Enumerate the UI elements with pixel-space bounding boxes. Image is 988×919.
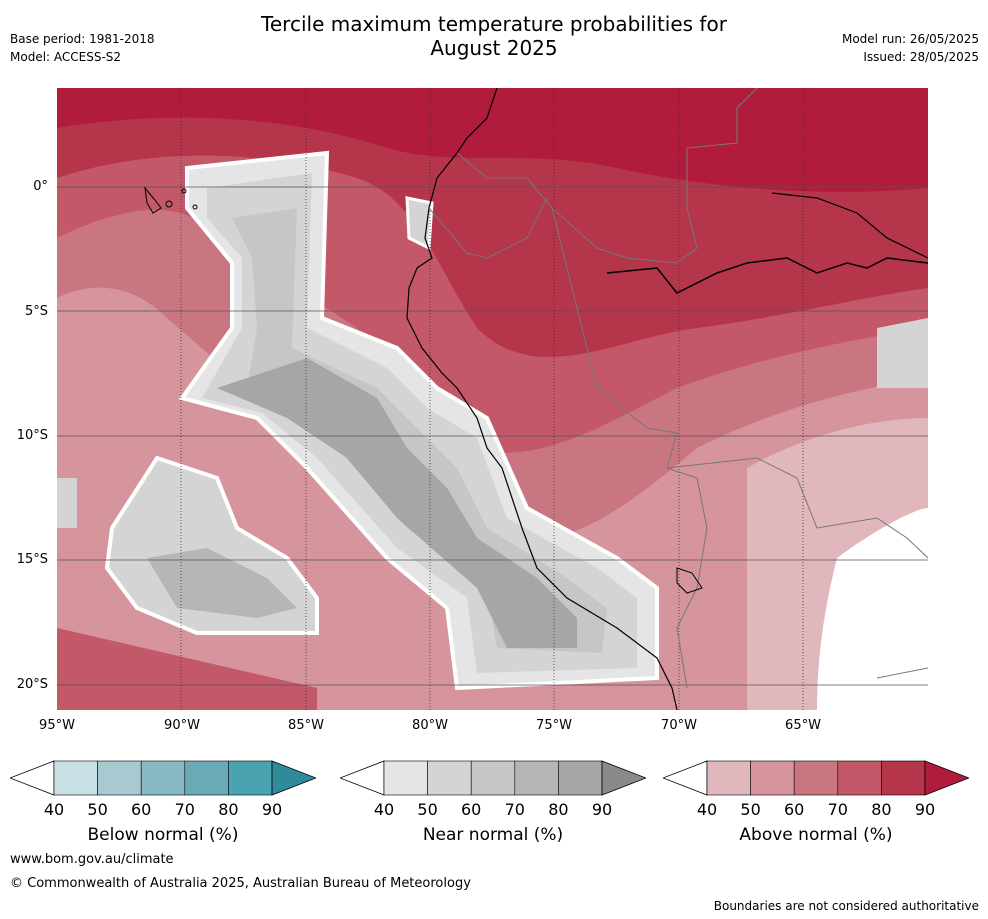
- meta-left: Base period: 1981-2018 Model: ACCESS-S2: [10, 30, 155, 66]
- source-url: www.bom.gov.au/climate: [10, 852, 174, 867]
- copyright: © Commonwealth of Australia 2025, Austra…: [10, 876, 471, 891]
- colorbar-tick: 70: [174, 800, 195, 819]
- colorbar-tick: 80: [548, 800, 569, 819]
- colorbar-label: Near normal (%): [422, 825, 564, 845]
- near-normal-80-region: [217, 358, 577, 648]
- lon-label-90w: 90°W: [164, 718, 200, 733]
- colorbar-tick: 60: [461, 800, 482, 819]
- colorbar-swatch: [793, 760, 839, 796]
- colorbar-tick: 70: [827, 800, 848, 819]
- lat-label-5s: 5°S: [24, 304, 48, 319]
- colorbar-tick: 70: [504, 800, 525, 819]
- lat-label-15s: 15°S: [16, 552, 48, 567]
- probability-map: [57, 87, 929, 711]
- lon-label-85w: 85°W: [288, 718, 324, 733]
- title-line-2: August 2025: [430, 36, 558, 60]
- colorbar-tick: 60: [784, 800, 805, 819]
- border-paraguay: [876, 667, 929, 679]
- colorbar-below: 40 50 60 70 80 90 Below normal (%): [8, 760, 318, 850]
- colorbar-tick: 80: [218, 800, 239, 819]
- near-normal-west-edge: [57, 478, 77, 528]
- colorbar-above: 40 50 60 70 80 90 Above normal (%): [661, 760, 971, 850]
- map-canvas: [57, 87, 929, 711]
- amazon-river: [606, 257, 929, 294]
- lon-label-80w: 80°W: [412, 718, 448, 733]
- lat-gridlines: [57, 186, 928, 686]
- lon-label-65w: 65°W: [785, 718, 821, 733]
- disclaimer: Boundaries are not considered authoritat…: [713, 899, 979, 913]
- galapagos-islands: [144, 186, 198, 214]
- colorbar-high-extend: [601, 760, 648, 796]
- rio-negro: [771, 192, 929, 259]
- colorbar-low-extend: [8, 760, 55, 796]
- no-signal-region: [817, 508, 928, 710]
- colorbar-swatches: [338, 760, 648, 796]
- colorbar-swatch: [97, 760, 142, 796]
- border-colombia: [456, 87, 758, 264]
- colorbar-swatches: [661, 760, 971, 796]
- colorbar-swatch: [184, 760, 229, 796]
- coastline: [406, 87, 678, 711]
- lon-label-70w: 70°W: [661, 718, 697, 733]
- map-title: Tercile maximum temperature probabilitie…: [0, 12, 988, 60]
- colorbar-tick: 40: [43, 800, 65, 819]
- colorbar-high-extend: [924, 760, 971, 796]
- colorbar-swatch: [53, 760, 98, 796]
- lat-label-10s: 10°S: [16, 428, 48, 443]
- colorbar-swatch: [514, 760, 559, 796]
- above-70-south: [57, 628, 317, 710]
- colorbar-tick: 50: [87, 800, 108, 819]
- colorbar-low-extend: [338, 760, 385, 796]
- colorbar-tick: 90: [591, 800, 613, 819]
- colorbar-tick: 40: [696, 800, 718, 819]
- border-ecuador: [428, 197, 548, 259]
- meta-right: Model run: 26/05/2025 Issued: 28/05/2025: [842, 30, 979, 66]
- title-line-1: Tercile maximum temperature probabilitie…: [261, 12, 727, 36]
- colorbar-swatch: [470, 760, 516, 796]
- lake-titicaca: [676, 567, 703, 594]
- colorbars: 40 50 60 70 80 90 Below normal (%) 40 50 60 70 80 90…: [0, 760, 988, 850]
- colorbar-label: Below normal (%): [87, 825, 239, 845]
- base-period: Base period: 1981-2018: [10, 32, 155, 46]
- colorbar-tick: 90: [914, 800, 936, 819]
- issued-date: Issued: 28/05/2025: [863, 50, 979, 64]
- colorbar-high-extend: [271, 760, 318, 796]
- lon-label-95w: 95°W: [39, 718, 75, 733]
- near-normal-southwest-core: [147, 548, 297, 618]
- near-normal-east-patch: [877, 318, 928, 388]
- colorbar-swatch: [228, 760, 273, 796]
- colorbar-swatch: [881, 760, 926, 796]
- colorbar-label: Above normal (%): [739, 825, 893, 845]
- near-normal-60-region: [232, 208, 607, 653]
- colorbar-swatch: [837, 760, 882, 796]
- colorbar-tick: 90: [261, 800, 283, 819]
- colorbar-tick: 60: [131, 800, 152, 819]
- border-bolivia: [666, 457, 929, 559]
- colorbar-near: 40 50 60 70 80 90 Near normal (%): [338, 760, 648, 850]
- colorbar-tick: 50: [417, 800, 438, 819]
- lat-label-20s: 20°S: [16, 677, 48, 692]
- near-normal-coast-patch: [405, 196, 434, 251]
- colorbar-tick: 50: [740, 800, 761, 819]
- colorbar-swatches: [8, 760, 318, 796]
- lat-label-0: 0°: [33, 179, 48, 194]
- colorbar-swatch: [706, 760, 751, 796]
- model-name: Model: ACCESS-S2: [10, 50, 122, 64]
- lon-label-75w: 75°W: [536, 718, 572, 733]
- colorbar-swatch: [383, 760, 428, 796]
- colorbar-swatch: [427, 760, 472, 796]
- colorbar-swatch: [750, 760, 795, 796]
- colorbar-swatch: [558, 760, 603, 796]
- colorbar-tick: 80: [871, 800, 892, 819]
- model-run: Model run: 26/05/2025: [841, 32, 979, 46]
- colorbar-low-extend: [661, 760, 708, 796]
- colorbar-tick: 40: [373, 800, 395, 819]
- colorbar-swatch: [140, 760, 186, 796]
- near-normal-50-region: [202, 173, 637, 673]
